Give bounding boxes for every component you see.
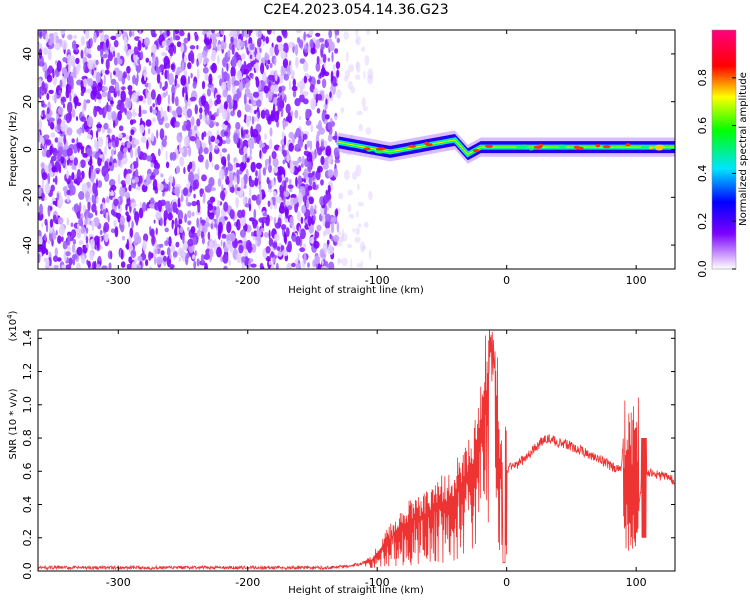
snr-y-tick-label: 1.4 xyxy=(21,330,34,348)
spectrogram-y-tick-label: 20 xyxy=(21,95,34,109)
snr-x-tick-label: -200 xyxy=(235,576,260,589)
snr-y-multiplier-exp: 4 xyxy=(6,314,14,319)
spectrogram-y-tick-label: 0 xyxy=(21,146,34,153)
spectrogram-y-tick-label: -40 xyxy=(21,236,34,254)
colorbar-tick-label: 0.0 xyxy=(696,260,709,278)
snr-x-tick-label: -100 xyxy=(365,576,390,589)
spectrogram-x-tick-label: -100 xyxy=(365,274,390,287)
snr-x-axis-label: Height of straight line (km) xyxy=(288,585,424,596)
chart-title: C2E4.2023.054.14.36.G23 xyxy=(263,2,448,18)
snr-y-tick-label: 1.2 xyxy=(21,363,34,381)
snr-frame xyxy=(37,329,676,572)
colorbar-scale xyxy=(711,29,737,270)
snr-y-multiplier: (x104) xyxy=(6,310,19,341)
spectrogram-x-axis-label: Height of straight line (km) xyxy=(288,285,424,296)
snr-x-tick-label: 0 xyxy=(503,576,510,589)
spectrogram-x-tick-label: 0 xyxy=(503,274,510,287)
colorbar-tick-label: 0.4 xyxy=(696,165,709,183)
noise-texture xyxy=(38,30,374,269)
snr-y-tick-label: 0.2 xyxy=(21,529,34,547)
colorbar-tick-label: 0.8 xyxy=(696,69,709,87)
colorbar-tick-label: 0.6 xyxy=(696,117,709,135)
snr-y-multiplier-close: ) xyxy=(8,310,19,314)
snr-y-tick-label: 1.0 xyxy=(21,396,34,414)
spectrogram-y-tick-label: 40 xyxy=(21,47,34,61)
snr-x-tick-label: -300 xyxy=(106,576,131,589)
snr-y-tick-label: 0.0 xyxy=(21,562,34,580)
snr-series-line xyxy=(38,330,675,571)
snr-x-tick-label: 100 xyxy=(626,576,647,589)
spectrogram-plot-area xyxy=(38,30,675,269)
colorbar-label: Normalized spectral amplitude xyxy=(738,72,749,226)
spectrogram-y-tick-label: -20 xyxy=(21,188,34,206)
colorbar-tick-label: 0.2 xyxy=(696,212,709,230)
snr-plot-area xyxy=(38,330,675,571)
spectrogram-x-tick-label: -200 xyxy=(235,274,260,287)
colorbar: 0.0 0.2 0.4 0.6 0.8 Normalized spectral ampl… xyxy=(696,29,749,278)
spectrogram-x-tick-label: -300 xyxy=(106,274,131,287)
snr-y-multiplier-base: (x10 xyxy=(8,319,19,342)
snr-y-tick-label: 0.4 xyxy=(21,496,34,513)
snr-y-tick-label: 0.6 xyxy=(21,463,34,481)
spectrogram-y-axis-label: Frequency (Hz) xyxy=(8,111,19,187)
signal-hotspots xyxy=(363,141,664,154)
snr-axes: -300 -200 -100 0 100 0.0 0.2 0.4 0.6 0.8 1.0 1.2 1.4 xyxy=(21,330,675,589)
snr-y-axis-label: SNR (10 * v/v) xyxy=(8,388,19,459)
colorbar-ticks: 0.0 0.2 0.4 0.6 0.8 xyxy=(696,69,736,278)
snr-y-tick-label: 0.8 xyxy=(21,429,34,447)
spectrogram-x-tick-label: 100 xyxy=(626,274,647,287)
snr-panel: -300 -200 -100 0 100 0.0 0.2 0.4 0.6 0.8 1.0 1.2 1.4… xyxy=(6,310,676,596)
